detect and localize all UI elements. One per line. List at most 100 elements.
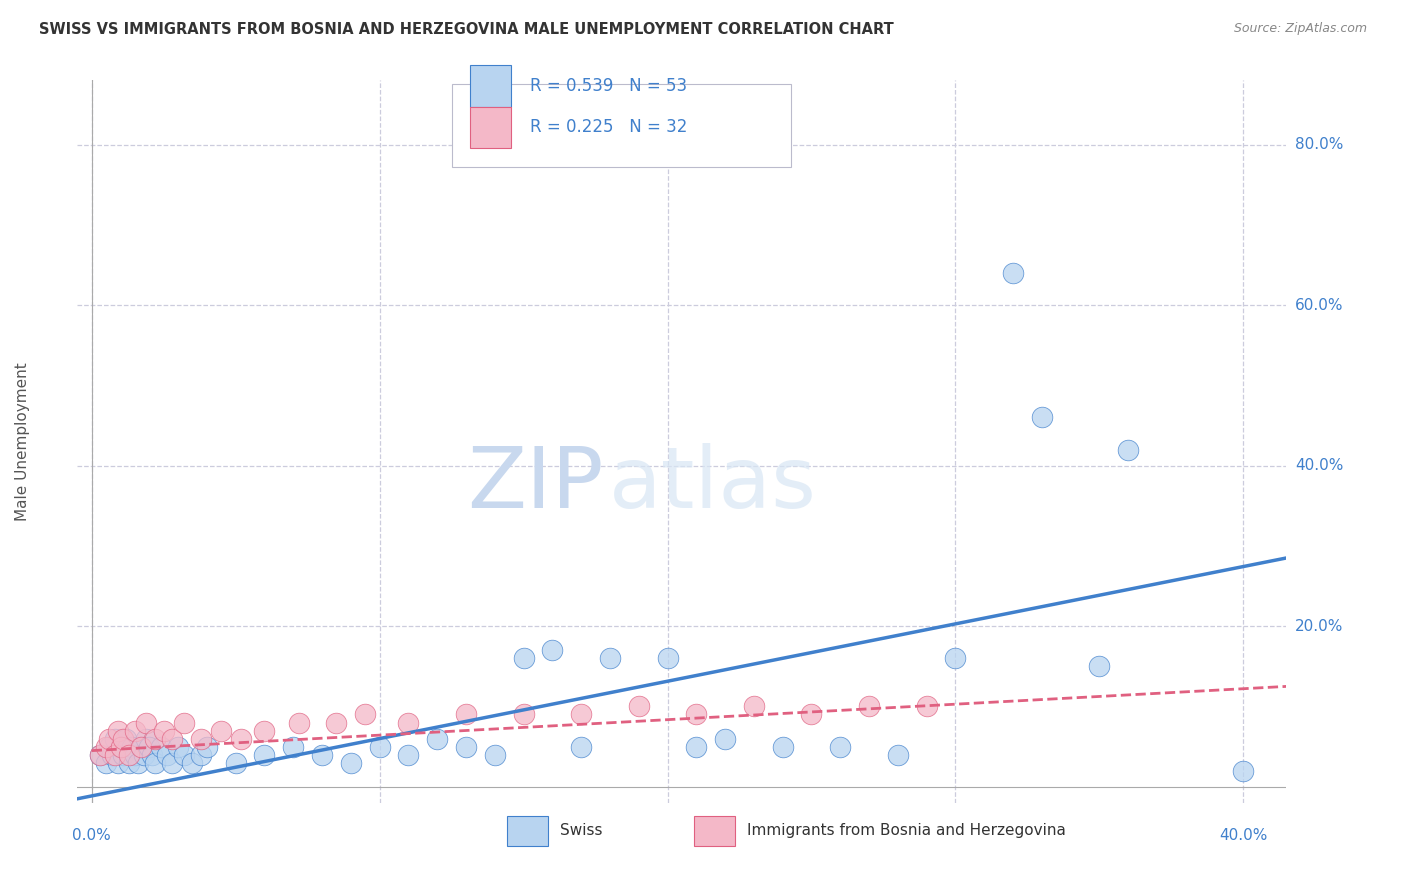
Point [742, 699, 765, 714]
Point [143, 756, 166, 770]
Point [354, 707, 377, 722]
Point [657, 651, 679, 665]
Text: Source: ZipAtlas.com: Source: ZipAtlas.com [1233, 22, 1367, 36]
Point [110, 739, 132, 754]
Text: Swiss: Swiss [560, 823, 602, 838]
Text: Male Unemployment: Male Unemployment [15, 362, 31, 521]
Point [152, 723, 174, 738]
Point [426, 731, 449, 746]
Point [454, 739, 477, 754]
Point [94, 739, 117, 754]
Point [129, 739, 152, 754]
Point [127, 756, 149, 770]
Point [209, 723, 232, 738]
FancyBboxPatch shape [470, 106, 512, 148]
Point [231, 731, 253, 746]
Point [104, 747, 127, 762]
Point [512, 707, 534, 722]
Point [89, 747, 111, 762]
Point [110, 739, 132, 754]
Point [1232, 764, 1254, 778]
Point [569, 739, 592, 754]
Point [162, 756, 184, 770]
Point [627, 699, 650, 714]
Point [288, 715, 311, 730]
Point [396, 715, 419, 730]
Point [858, 699, 880, 714]
Point [115, 731, 138, 746]
Text: SWISS VS IMMIGRANTS FROM BOSNIA AND HERZEGOVINA MALE UNEMPLOYMENT CORRELATION CH: SWISS VS IMMIGRANTS FROM BOSNIA AND HERZ… [39, 22, 894, 37]
Point [685, 707, 707, 722]
Point [325, 715, 347, 730]
Point [714, 731, 737, 746]
Point [129, 739, 152, 754]
Point [107, 756, 129, 770]
Point [143, 731, 166, 746]
Point [118, 756, 141, 770]
Text: 0.0%: 0.0% [72, 828, 111, 843]
Point [138, 739, 160, 754]
Point [887, 747, 910, 762]
Point [800, 707, 823, 722]
Point [253, 747, 276, 762]
Point [396, 747, 419, 762]
Point [121, 739, 143, 754]
Point [135, 731, 157, 746]
Point [98, 739, 121, 754]
Text: Immigrants from Bosnia and Herzegovina: Immigrants from Bosnia and Herzegovina [747, 823, 1066, 838]
Point [484, 747, 506, 762]
Point [112, 747, 135, 762]
Point [162, 731, 184, 746]
Text: atlas: atlas [609, 443, 817, 526]
Text: 40.0%: 40.0% [1295, 458, 1343, 473]
Point [311, 747, 333, 762]
Point [772, 739, 794, 754]
Text: ZIP: ZIP [467, 443, 603, 526]
Point [253, 723, 276, 738]
Point [454, 707, 477, 722]
Point [1088, 659, 1111, 673]
Point [368, 739, 391, 754]
Point [945, 651, 967, 665]
Point [141, 747, 163, 762]
Point [915, 699, 938, 714]
Point [541, 643, 564, 657]
Point [107, 723, 129, 738]
Point [190, 731, 212, 746]
Point [135, 715, 157, 730]
Point [195, 739, 218, 754]
Text: 20.0%: 20.0% [1295, 619, 1343, 633]
Point [155, 747, 177, 762]
Point [94, 756, 117, 770]
Point [124, 747, 146, 762]
Point [283, 739, 305, 754]
Point [112, 731, 135, 746]
Point [340, 756, 363, 770]
Point [173, 747, 195, 762]
Point [1031, 410, 1053, 425]
Point [101, 747, 124, 762]
FancyBboxPatch shape [695, 816, 735, 847]
Text: 80.0%: 80.0% [1295, 137, 1343, 152]
Text: R = 0.539   N = 53: R = 0.539 N = 53 [530, 77, 686, 95]
Text: 40.0%: 40.0% [1219, 828, 1267, 843]
Point [685, 739, 707, 754]
Point [569, 707, 592, 722]
Point [190, 747, 212, 762]
FancyBboxPatch shape [470, 65, 512, 107]
Point [173, 715, 195, 730]
Point [599, 651, 621, 665]
Text: 60.0%: 60.0% [1295, 298, 1343, 312]
Point [98, 731, 121, 746]
FancyBboxPatch shape [453, 84, 790, 167]
Point [181, 756, 204, 770]
Point [830, 739, 852, 754]
Point [104, 731, 127, 746]
Point [225, 756, 247, 770]
FancyBboxPatch shape [506, 816, 548, 847]
Point [167, 739, 190, 754]
Text: R = 0.225   N = 32: R = 0.225 N = 32 [530, 119, 688, 136]
Point [132, 747, 155, 762]
Point [512, 651, 534, 665]
Point [89, 747, 111, 762]
